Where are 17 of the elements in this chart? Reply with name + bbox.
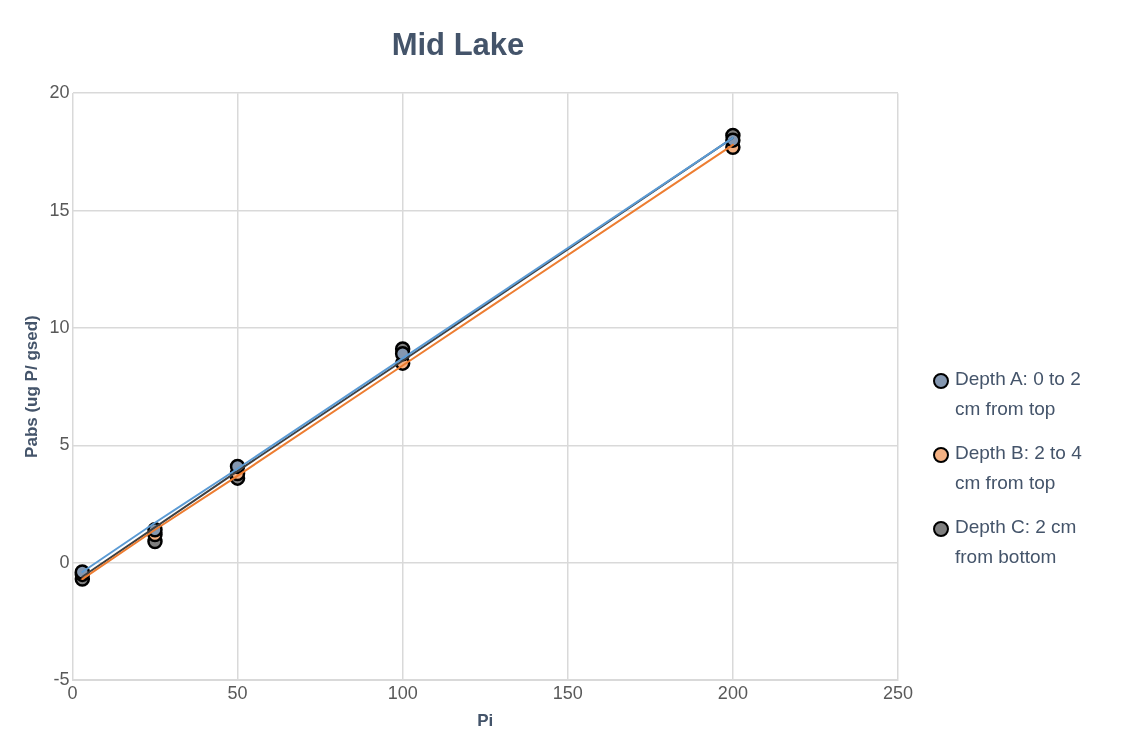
y-tick-label: 10 xyxy=(49,316,70,337)
y-axis-title: Pabs (ug P/ gsed) xyxy=(21,315,41,458)
y-tick-label: 15 xyxy=(49,199,70,220)
y-tick-label: 5 xyxy=(59,434,70,455)
y-tick-label: 0 xyxy=(59,551,70,572)
y-tick-label: -5 xyxy=(53,668,70,689)
chart-title: Mid Lake xyxy=(391,27,525,63)
x-tick-label: 200 xyxy=(717,682,748,703)
legend-label: Depth A: 0 to 2 cm from top xyxy=(955,367,1082,421)
x-tick-label: 50 xyxy=(227,682,248,703)
x-tick-label: 250 xyxy=(882,682,914,703)
y-tick-label: 20 xyxy=(49,82,70,103)
x-tick-label: 150 xyxy=(552,682,583,703)
legend-label: Depth B: 2 to 4 cm from top xyxy=(955,441,1083,495)
legend-label: Depth C: 2 cm from bottom xyxy=(955,515,1078,569)
x-axis-title: Pi xyxy=(477,711,494,731)
x-tick-label: 100 xyxy=(387,682,418,703)
